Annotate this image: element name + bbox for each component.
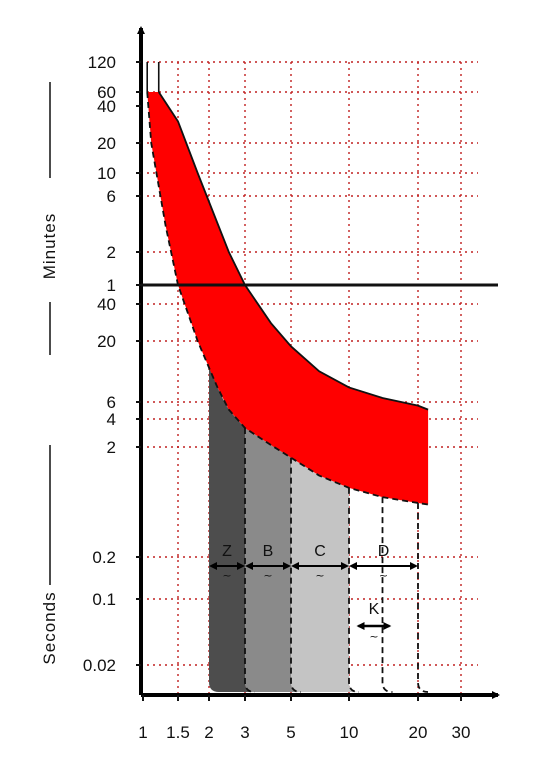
x-tick-label: 10 <box>340 723 359 742</box>
x-tick-label: 30 <box>452 723 471 742</box>
zone-label-k: K <box>369 601 380 618</box>
axes <box>136 26 500 701</box>
zone-tilde: ~ <box>222 569 231 582</box>
x-tick-label: 20 <box>409 723 428 742</box>
y-axis-title-minutes: Minutes <box>40 213 59 280</box>
zone-boundary <box>348 487 360 693</box>
zone-tilde: ~ <box>379 569 388 582</box>
y-tick-label-minutes: 60 <box>97 83 116 102</box>
y-tick-label-seconds: 2 <box>107 438 116 457</box>
zone-boundary <box>290 457 302 693</box>
x-tick-label: 3 <box>240 723 249 742</box>
y-tick-label-minutes: 120 <box>88 53 116 72</box>
zone-boundary <box>381 497 393 693</box>
x-tick-label: 5 <box>286 723 295 742</box>
zone-labels: Z ~ B ~ C ~ D ~ K ~ <box>209 543 418 643</box>
y-tick-label-seconds: 20 <box>97 332 116 351</box>
zone-label-b: B <box>263 543 274 560</box>
zone-boundary <box>244 428 256 693</box>
upper-curve <box>157 91 429 411</box>
tick-labels: 1 1.5 2 3 5 10 20 301206040201062140206420.20.1… <box>40 53 470 742</box>
lower-curve <box>146 91 429 506</box>
x-tick-label: 1.5 <box>166 723 190 742</box>
y-tick-label-seconds: 0.1 <box>92 590 116 609</box>
zone-label-c: C <box>314 543 326 560</box>
zone-label-d: D <box>378 543 390 560</box>
zone-boundary <box>417 502 429 693</box>
x-tick-label: 1 <box>138 723 147 742</box>
y-tick-label-minutes: 20 <box>97 134 116 153</box>
overload-band-fill <box>147 92 429 505</box>
zone-tilde: ~ <box>263 569 272 582</box>
y-axis-title-seconds: Seconds <box>40 591 59 664</box>
y-tick-label-minutes: 10 <box>97 164 116 183</box>
trip-zones <box>209 363 429 693</box>
y-tick-label-seconds: 0.2 <box>92 548 116 567</box>
y-tick-label-seconds: 6 <box>107 393 116 412</box>
zone-c-area <box>291 455 359 692</box>
x-tick-label: 2 <box>204 723 213 742</box>
y-tick-label-seconds: 0.02 <box>83 656 116 675</box>
y-tick-label-minutes: 6 <box>107 187 116 206</box>
y-tick-label-seconds: 40 <box>97 295 116 314</box>
y-tick-label-minutes: 2 <box>107 243 116 262</box>
y-tick-label-minutes: 40 <box>97 97 116 116</box>
y-tick-label-minutes: 1 <box>107 276 116 295</box>
y-tick-label-seconds: 4 <box>107 410 116 429</box>
zone-tilde: ~ <box>315 569 324 582</box>
zone-tilde: ~ <box>369 630 378 643</box>
zone-label-z: Z <box>222 543 232 560</box>
zone-z-area <box>209 363 255 692</box>
zone-b-area <box>245 426 301 692</box>
overload-band <box>146 62 429 506</box>
